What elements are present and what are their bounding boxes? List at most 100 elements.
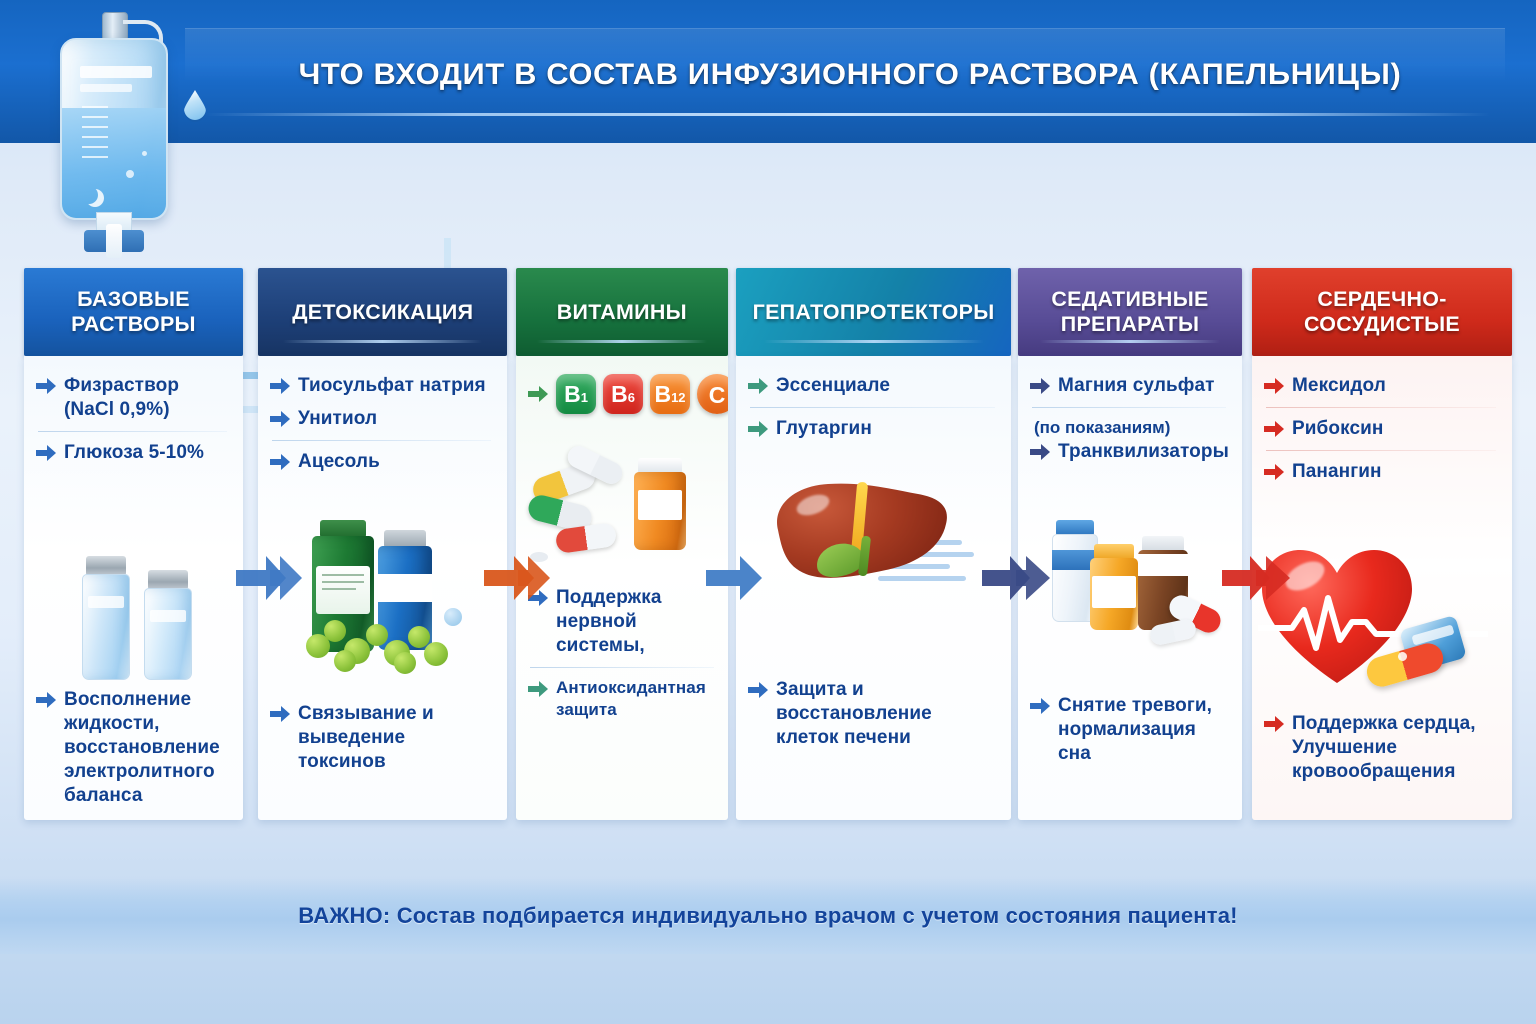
arrow-sedative-to-cardio bbox=[1222, 556, 1292, 605]
list-item-label: Транквилизаторы bbox=[1058, 441, 1229, 462]
iv-label-strip-small bbox=[80, 84, 132, 92]
list-item-label: Рибоксин bbox=[1292, 418, 1384, 439]
column-base-solutions[interactable]: БАЗОВЫЕ РАСТВОРЫ Физраствор (NaCl 0,9%) … bbox=[24, 268, 243, 820]
iv-label-strip bbox=[80, 66, 152, 78]
arrow-bullet-icon bbox=[748, 682, 768, 698]
list-item[interactable]: Эссенциале bbox=[748, 374, 997, 398]
outcome-label: Снятие тревоги, нормализация сна bbox=[1058, 695, 1213, 764]
arrow-bullet-icon bbox=[36, 445, 56, 461]
column-header-cardiovascular: СЕРДЕЧНО- СОСУДИСТЫЕ bbox=[1252, 268, 1512, 356]
outcome-row: Поддержка сердца, Улучшение кровообращен… bbox=[1264, 712, 1500, 784]
list-item[interactable]: Глутаргин bbox=[748, 417, 997, 441]
footer-band: ВАЖНО: Состав подбирается индивидуально … bbox=[0, 878, 1536, 954]
outcome-row: Снятие тревоги, нормализация сна bbox=[1030, 694, 1230, 766]
arrow-bullet-icon bbox=[748, 421, 768, 437]
header-sheen bbox=[537, 340, 707, 343]
list-item-label: Глюкоза 5-10% bbox=[64, 442, 204, 463]
column-body-detoxification: Тиосульфат натрия Унитиол Ацесоль bbox=[258, 356, 507, 820]
outcome-row: Восполнение жидкости, восстановление эле… bbox=[36, 688, 231, 808]
column-header-detoxification: ДЕТОКСИКАЦИЯ bbox=[258, 268, 507, 356]
list-item-label: Эссенциале bbox=[776, 375, 891, 396]
column-cardiovascular[interactable]: СЕРДЕЧНО- СОСУДИСТЫЕ Мексидол Рибоксин П… bbox=[1252, 268, 1512, 820]
list-item-label: Ацесоль bbox=[298, 451, 380, 472]
column-body-hepatoprotectors: Эссенциале Глутаргин bbox=[736, 356, 1011, 820]
arrow-bullet-icon bbox=[1264, 421, 1284, 437]
column-title: ГЕПАТОПРОТЕКТОРЫ bbox=[752, 300, 995, 324]
arrow-bullet-icon bbox=[528, 590, 548, 606]
column-body-cardiovascular: Мексидол Рибоксин Панангин bbox=[1252, 356, 1512, 820]
ecg-line-icon bbox=[1258, 595, 1488, 651]
heart-ecg-pills-icon bbox=[1258, 546, 1498, 696]
header-band bbox=[0, 0, 1536, 143]
list-item-label: Магния сульфат bbox=[1058, 375, 1215, 396]
page-title: ЧТО ВХОДИТ В СОСТАВ ИНФУЗИОННОГО РАСТВОР… bbox=[298, 58, 1402, 91]
arrow-bullet-icon bbox=[1264, 378, 1284, 394]
column-title: ВИТАМИНЫ bbox=[556, 300, 688, 324]
outcome-label: Поддержка сердца, Улучшение кровообращен… bbox=[1292, 713, 1476, 782]
arrow-bullet-icon bbox=[1264, 716, 1284, 732]
list-item[interactable]: Панангин bbox=[1264, 460, 1498, 484]
arrow-bullet-icon bbox=[270, 706, 290, 722]
list-item-label: Физраствор (NaCl 0,9%) bbox=[64, 375, 180, 420]
list-item-label: Унитиол bbox=[298, 408, 378, 429]
arrow-bullet-icon bbox=[270, 454, 290, 470]
arrow-bullet-icon bbox=[748, 378, 768, 394]
list-item[interactable]: Физраствор (NaCl 0,9%) bbox=[36, 374, 229, 422]
column-sedatives[interactable]: СЕДАТИВНЫЕ ПРЕПАРАТЫ Магния сульфат (по … bbox=[1018, 268, 1242, 820]
list-item[interactable]: Ацесоль bbox=[270, 450, 493, 474]
outcome-row: Защита и восстановление клеток печени bbox=[748, 678, 999, 750]
iv-drip-bag-icon bbox=[22, 12, 212, 262]
outcome-label: Защита и восстановление клеток печени bbox=[776, 679, 932, 748]
arrow-bullet-icon bbox=[1030, 698, 1050, 714]
list-item[interactable]: Рибоксин bbox=[1264, 417, 1498, 441]
list-item-label: Глутаргин bbox=[776, 418, 872, 439]
iv-moon-mark bbox=[80, 186, 98, 204]
list-item[interactable]: Тиосульфат натрия bbox=[270, 374, 493, 398]
arrow-bullet-icon bbox=[270, 411, 290, 427]
list-item[interactable]: Магния сульфат bbox=[1030, 374, 1228, 398]
header-underline bbox=[205, 113, 1490, 116]
list-item[interactable]: Унитиол bbox=[270, 407, 493, 431]
category-columns: БАЗОВЫЕ РАСТВОРЫ Физраствор (NaCl 0,9%) … bbox=[0, 268, 1536, 820]
footer-note: ВАЖНО: Состав подбирается индивидуально … bbox=[298, 903, 1238, 928]
capsules-pills-bottle-icon bbox=[525, 434, 706, 574]
iv-bubble bbox=[126, 170, 134, 178]
arrow-bullet-icon bbox=[36, 692, 56, 708]
divider bbox=[1032, 407, 1226, 408]
arrow-bullet-icon bbox=[528, 386, 548, 402]
arrow-base-to-detox bbox=[236, 556, 304, 605]
list-item-label: Мексидол bbox=[1292, 375, 1386, 396]
arrow-bullet-icon bbox=[528, 681, 548, 697]
iv-bag-body bbox=[60, 38, 168, 220]
header-sheen bbox=[1040, 340, 1220, 343]
grapes-icon bbox=[298, 616, 478, 676]
outcome-label: Антиоксидантная защита bbox=[556, 678, 706, 719]
arrow-hepato-to-sedative bbox=[982, 556, 1052, 605]
detox-bottles-grapes-icon bbox=[298, 520, 478, 680]
column-title: СЕРДЕЧНО- СОСУДИСТЫЕ bbox=[1303, 288, 1460, 336]
arrow-detox-to-vitamins bbox=[484, 556, 552, 605]
list-item[interactable]: Транквилизаторы bbox=[1030, 440, 1229, 464]
arrow-bullet-icon bbox=[270, 378, 290, 394]
iv-hook-icon bbox=[123, 20, 163, 54]
liver-icon bbox=[766, 478, 974, 618]
divider bbox=[1266, 450, 1496, 451]
arrow-bullet-icon bbox=[1030, 378, 1050, 394]
iv-droplet-icon bbox=[184, 90, 206, 120]
list-item[interactable]: Мексидол bbox=[1264, 374, 1498, 398]
column-header-base-solutions: БАЗОВЫЕ РАСТВОРЫ bbox=[24, 268, 243, 356]
outcome-label: Связывание и выведение токсинов bbox=[298, 703, 434, 772]
column-detoxification[interactable]: ДЕТОКСИКАЦИЯ Тиосульфат натрия Унитиол А… bbox=[258, 268, 507, 820]
list-item[interactable]: Глюкоза 5-10% bbox=[36, 441, 229, 465]
divider bbox=[38, 431, 227, 432]
column-hepatoprotectors[interactable]: ГЕПАТОПРОТЕКТОРЫ Эссенциале Глутаргин bbox=[736, 268, 1011, 820]
divider bbox=[1266, 407, 1496, 408]
column-title: СЕДАТИВНЫЕ ПРЕПАРАТЫ bbox=[1051, 288, 1209, 336]
header-inner-panel bbox=[185, 28, 1505, 116]
